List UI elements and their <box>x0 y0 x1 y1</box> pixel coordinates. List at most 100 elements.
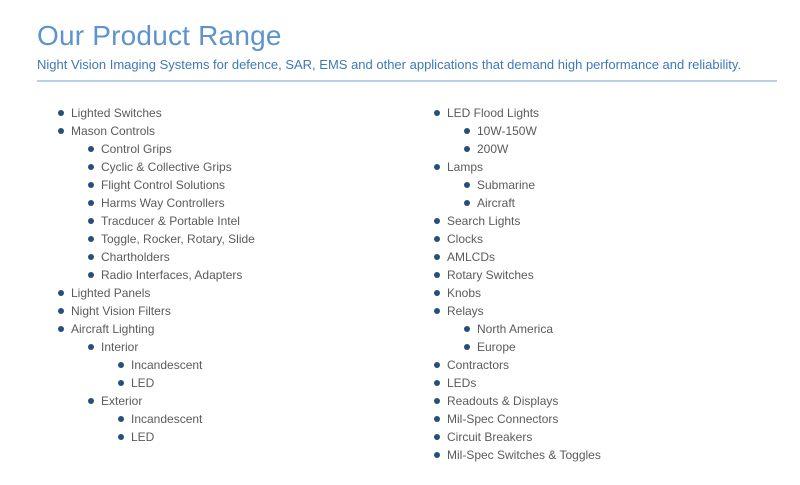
bullet-icon <box>434 416 440 422</box>
list-item-label: 200W <box>477 142 509 156</box>
list-item: Toggle, Rocker, Rotary, Slide <box>58 230 434 248</box>
list-item: Lighted Panels <box>58 284 434 302</box>
list-item: Interior <box>58 338 434 356</box>
product-list-column-right: LED Flood Lights 10W-150W 200W Lamps Submari… <box>434 104 800 464</box>
bullet-icon <box>118 380 124 386</box>
bullet-icon <box>434 380 440 386</box>
product-list-column-left: Lighted Switches Mason Controls Control Gr… <box>58 104 434 464</box>
bullet-icon <box>88 218 94 224</box>
list-item-label: Search Lights <box>447 214 521 228</box>
list-item: Clocks <box>434 230 800 248</box>
bullet-icon <box>434 110 440 116</box>
list-item-label: Flight Control Solutions <box>101 178 226 192</box>
list-item: Lighted Switches <box>58 104 434 122</box>
list-item: Incandescent <box>58 356 434 374</box>
list-item: Exterior <box>58 392 434 410</box>
bullet-icon <box>88 272 94 278</box>
bullet-icon <box>88 146 94 152</box>
list-item-label: Incandescent <box>131 412 203 426</box>
list-item: Incandescent <box>58 410 434 428</box>
list-item: Rotary Switches <box>434 266 800 284</box>
list-item: Contractors <box>434 356 800 374</box>
list-item: Harms Way Controllers <box>58 194 434 212</box>
list-item-label: Contractors <box>447 358 510 372</box>
list-item: Aircraft Lighting <box>58 320 434 338</box>
bullet-icon <box>434 272 440 278</box>
list-item: Mil-Spec Connectors <box>434 410 800 428</box>
bullet-icon <box>434 236 440 242</box>
list-item: AMLCDs <box>434 248 800 266</box>
list-item: Cyclic & Collective Grips <box>58 158 434 176</box>
list-item: Search Lights <box>434 212 800 230</box>
bullet-icon <box>434 164 440 170</box>
list-item: North America <box>434 320 800 338</box>
list-item-label: Aircraft <box>477 196 516 210</box>
list-item-label: Rotary Switches <box>447 268 534 282</box>
bullet-icon <box>434 398 440 404</box>
list-item-label: Lighted Panels <box>71 286 151 300</box>
list-item-label: Aircraft Lighting <box>71 322 155 336</box>
bullet-icon <box>464 128 470 134</box>
list-item: Knobs <box>434 284 800 302</box>
list-item-label: LED Flood Lights <box>447 106 540 120</box>
list-item: Europe <box>434 338 800 356</box>
page-subtitle: Night Vision Imaging Systems for defence… <box>37 57 742 72</box>
list-item: Radio Interfaces, Adapters <box>58 266 434 284</box>
list-item-label: Relays <box>447 304 484 318</box>
bullet-icon <box>464 344 470 350</box>
list-item: Control Grips <box>58 140 434 158</box>
list-item-label: Mason Controls <box>71 124 156 138</box>
bullet-icon <box>464 146 470 152</box>
bullet-icon <box>464 326 470 332</box>
bullet-icon <box>58 128 64 134</box>
list-item: Aircraft <box>434 194 800 212</box>
list-item-label: Chartholders <box>101 250 170 264</box>
list-item: Mil-Spec Switches & Toggles <box>434 446 800 464</box>
page-header: Our Product Range Night Vision Imaging S… <box>0 0 800 82</box>
bullet-icon <box>58 290 64 296</box>
bullet-icon <box>88 164 94 170</box>
list-item: Relays <box>434 302 800 320</box>
product-range-page: Our Product Range Night Vision Imaging S… <box>0 0 800 464</box>
bullet-icon <box>118 416 124 422</box>
list-item: LED Flood Lights <box>434 104 800 122</box>
list-item: Circuit Breakers <box>434 428 800 446</box>
bullet-icon <box>434 362 440 368</box>
bullet-icon <box>88 398 94 404</box>
bullet-icon <box>434 290 440 296</box>
list-item-label: Night Vision Filters <box>71 304 171 318</box>
page-title: Our Product Range <box>37 20 282 51</box>
bullet-icon <box>118 362 124 368</box>
bullet-icon <box>434 218 440 224</box>
list-item-label: Knobs <box>447 286 482 300</box>
list-item-label: Tracducer & Portable Intel <box>101 214 240 228</box>
list-item: Mason Controls <box>58 122 434 140</box>
header-divider <box>37 80 777 82</box>
list-item-label: Harms Way Controllers <box>101 196 225 210</box>
list-item-label: 10W-150W <box>477 124 537 138</box>
list-item: LED <box>58 374 434 392</box>
list-item: LED <box>58 428 434 446</box>
list-item-label: Cyclic & Collective Grips <box>101 160 232 174</box>
list-item: 10W-150W <box>434 122 800 140</box>
list-item: LEDs <box>434 374 800 392</box>
list-item-label: Interior <box>101 340 139 354</box>
bullet-icon <box>88 254 94 260</box>
list-item-label: LED <box>131 430 155 444</box>
list-item: Readouts & Displays <box>434 392 800 410</box>
list-item-label: AMLCDs <box>447 250 496 264</box>
list-item-label: LED <box>131 376 155 390</box>
list-item-label: Mil-Spec Connectors <box>447 412 559 426</box>
bullet-icon <box>88 200 94 206</box>
bullet-icon <box>58 110 64 116</box>
bullet-icon <box>434 452 440 458</box>
list-item: Tracducer & Portable Intel <box>58 212 434 230</box>
list-item-label: Lamps <box>447 160 484 174</box>
list-item: Lamps <box>434 158 800 176</box>
list-item-label: Exterior <box>101 394 143 408</box>
bullet-icon <box>58 326 64 332</box>
bullet-icon <box>118 434 124 440</box>
bullet-icon <box>464 200 470 206</box>
list-item-label: Europe <box>477 340 516 354</box>
list-item-label: Radio Interfaces, Adapters <box>101 268 243 282</box>
